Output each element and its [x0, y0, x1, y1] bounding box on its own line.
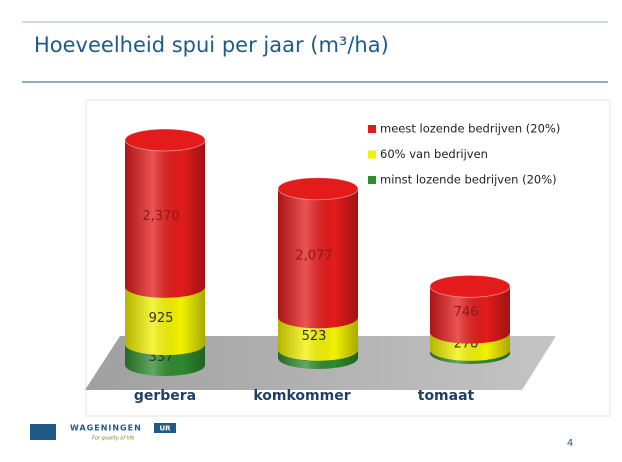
chart: 3379252,370gerbera1335232,077komkommer52… [124, 122, 560, 404]
page-number: 4 [567, 438, 573, 449]
legend-swatch [368, 125, 376, 133]
cylinder-shade [278, 188, 358, 329]
cylinder-shade [430, 349, 510, 364]
cylinder-top [124, 128, 206, 152]
category-label: komkommer [253, 388, 350, 404]
value-label: 925 [149, 311, 174, 326]
legend-label: minst lozende bedrijven (20%) [380, 173, 557, 187]
logo-suffix-box [154, 423, 176, 433]
logo-tagline: For quality of life [92, 436, 134, 442]
cylinder-shade [278, 349, 358, 369]
value-label: 2,370 [142, 209, 179, 224]
category-label: gerbera [134, 388, 196, 404]
legend-swatch [368, 150, 376, 159]
slide-title: Hoeveelheid spui per jaar (m³/ha) [34, 33, 389, 57]
value-label: 2,077 [295, 249, 332, 264]
cylinder-top [429, 274, 511, 298]
value-label: 523 [302, 329, 327, 344]
category-label: tomaat [418, 388, 475, 404]
cylinder-shade [125, 140, 205, 298]
cylinder-top [277, 177, 359, 201]
cylinder-shade [125, 286, 205, 356]
logo-mark [30, 424, 56, 440]
legend-swatch [368, 176, 376, 184]
legend-label: 60% van bedrijven [380, 147, 488, 161]
logo-suffix: UR [159, 425, 171, 433]
cylinder-shade [278, 317, 358, 361]
value-label: 746 [454, 305, 479, 320]
cylinder-shade [125, 344, 205, 376]
logo-name: WAGENINGEN [70, 424, 142, 433]
cylinder-shade [430, 332, 510, 361]
legend-label: meest lozende bedrijven (20%) [380, 122, 560, 136]
cylinder-shade [430, 286, 510, 344]
